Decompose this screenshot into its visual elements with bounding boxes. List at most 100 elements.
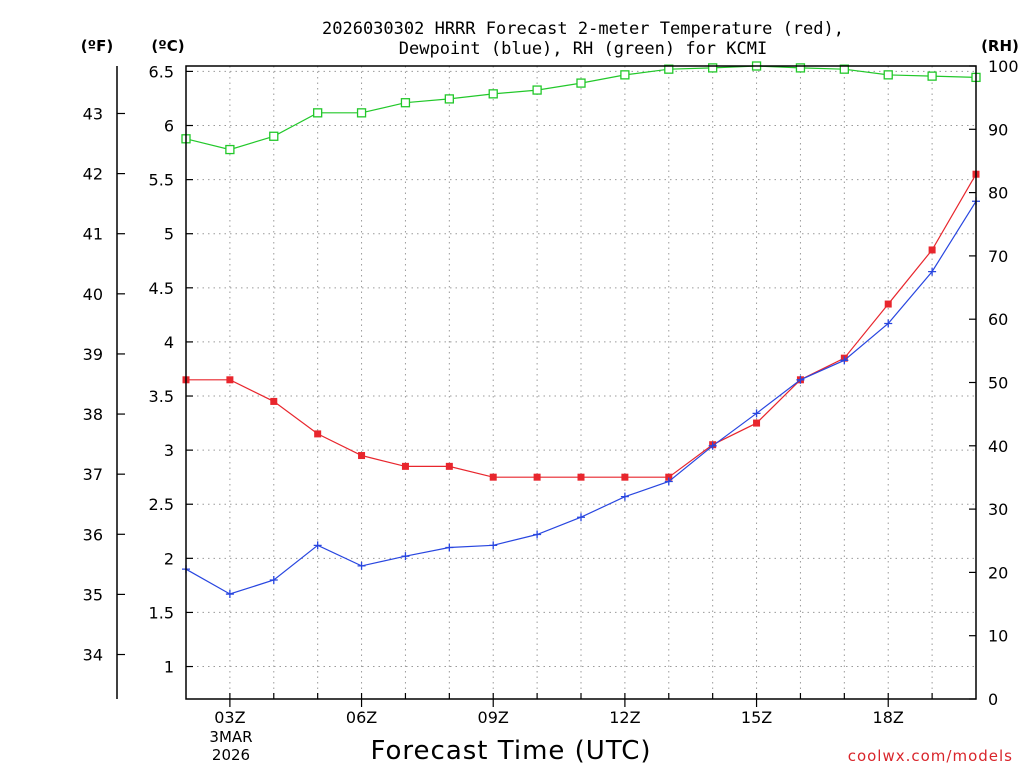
celsius-tick-label: 3: [164, 441, 174, 460]
rh-tick-label: 90: [988, 120, 1008, 139]
temperature-point: [577, 473, 585, 481]
temperature-point: [314, 430, 322, 438]
dewpoint-point: [708, 441, 717, 450]
celsius-tick-label: 3.5: [149, 387, 174, 406]
x-tick-label: 09Z: [478, 708, 509, 727]
x-tick-label: 18Z: [873, 708, 904, 727]
rh-tick-label: 10: [988, 627, 1008, 646]
rh-tick-label: 100: [988, 57, 1019, 76]
dewpoint-point: [357, 561, 366, 570]
temperature-point: [621, 473, 629, 481]
dewpoint-point: [225, 590, 234, 599]
x-date-line1: 3MAR: [209, 728, 252, 746]
dewpoint-series: [182, 197, 980, 599]
fahrenheit-tick-label: 39: [83, 345, 103, 364]
rh-point: [664, 64, 674, 74]
rh-point: [576, 78, 586, 88]
rh-point: [795, 63, 806, 73]
rh-point: [400, 98, 411, 108]
credit-text: coolwx.com/models: [848, 747, 1013, 765]
dewpoint-point: [445, 543, 454, 552]
celsius-tick-label: 6.5: [149, 62, 174, 81]
celsius-tick-label: 2: [164, 549, 174, 568]
temperature-point: [270, 397, 278, 405]
temperature-point: [401, 462, 409, 470]
temperature-point: [358, 452, 366, 460]
celsius-tick-label: 4: [164, 333, 174, 352]
x-tick-label: 15Z: [741, 708, 772, 727]
series-layer: [181, 61, 981, 599]
x-axis-label: Forecast Time (UTC): [370, 736, 651, 766]
temperature-point: [928, 246, 936, 254]
dewpoint-point: [840, 356, 849, 365]
temperature-point: [489, 473, 497, 481]
celsius-tick-label: 4.5: [149, 279, 174, 298]
rh-point: [927, 71, 937, 81]
chart-title-line1: 2026030302 HRRR Forecast 2-meter Tempera…: [322, 19, 844, 39]
dewpoint-point: [313, 541, 322, 550]
fahrenheit-tick-label: 43: [83, 104, 103, 123]
dewpoint-point: [620, 492, 629, 501]
axes: 34 35 36 37 38 39 40 41 42 43 1 1.5 2 2.5 3 3.5 4 4.5 5 5.5…: [83, 57, 1019, 727]
rh-tick-label: 40: [988, 437, 1008, 456]
rh-tick-label: 60: [988, 310, 1008, 329]
rh-point: [269, 131, 279, 141]
fahrenheit-tick-label: 41: [83, 225, 103, 244]
dewpoint-point: [489, 541, 498, 550]
rh-point: [620, 70, 630, 80]
dewpoint-point: [664, 477, 673, 486]
celsius-tick-label: 1: [164, 658, 174, 677]
fahrenheit-tick-label: 36: [83, 525, 103, 544]
dewpoint-point: [533, 530, 542, 539]
dewpoint-point: [269, 575, 278, 584]
fahrenheit-tick-label: 34: [83, 646, 103, 665]
rh-tick-label: 30: [988, 500, 1008, 519]
dewpoint-point: [884, 319, 893, 328]
rh-axis-label: (RH): [981, 37, 1019, 55]
gridlines: [186, 66, 976, 699]
fahrenheit-tick-label: 35: [83, 585, 103, 604]
rh-point: [488, 89, 498, 99]
temperature-point: [753, 419, 761, 427]
celsius-tick-label: 2.5: [149, 495, 174, 514]
celsius-axis-label: (ºC): [151, 37, 184, 55]
fahrenheit-tick-label: 40: [83, 285, 103, 304]
dewpoint-point: [928, 267, 937, 276]
rh-point: [313, 108, 323, 118]
fahrenheit-axis-label: (ºF): [81, 37, 113, 55]
x-date-line2: 2026: [212, 746, 250, 764]
rh-tick-label: 70: [988, 247, 1008, 266]
chart-title-line2: Dewpoint (blue), RH (green) for KCMI: [399, 39, 767, 59]
dewpoint-point: [577, 513, 585, 522]
dewpoint-line: [185, 200, 977, 595]
rh-tick-label: 80: [988, 184, 1008, 203]
temperature-point: [226, 376, 234, 384]
rh-tick-label: 20: [988, 563, 1008, 582]
x-tick-label: 06Z: [346, 708, 377, 727]
rh-point: [839, 64, 849, 74]
celsius-tick-label: 1.5: [149, 603, 174, 622]
dewpoint-point: [796, 375, 805, 384]
rh-point: [225, 144, 235, 155]
temperature-point: [533, 473, 541, 481]
temperature-point: [665, 473, 673, 481]
rh-series: [181, 61, 981, 155]
x-tick-label: 03Z: [214, 708, 245, 727]
x-tick-label: 12Z: [609, 708, 640, 727]
celsius-tick-label: 6: [164, 117, 174, 136]
rh-point: [356, 108, 367, 118]
rh-tick-label: 0: [988, 690, 998, 709]
dewpoint-point: [752, 409, 761, 418]
rh-point: [532, 85, 542, 95]
rh-point: [883, 70, 893, 80]
temperature-point: [884, 300, 892, 308]
fahrenheit-tick-label: 38: [83, 405, 103, 424]
rh-point: [708, 63, 718, 73]
rh-point: [444, 94, 454, 104]
fahrenheit-tick-label: 37: [83, 465, 103, 484]
celsius-tick-label: 5.5: [149, 171, 174, 190]
fahrenheit-tick-label: 42: [83, 165, 103, 184]
temperature-point: [445, 462, 453, 470]
rh-tick-label: 50: [988, 374, 1008, 393]
